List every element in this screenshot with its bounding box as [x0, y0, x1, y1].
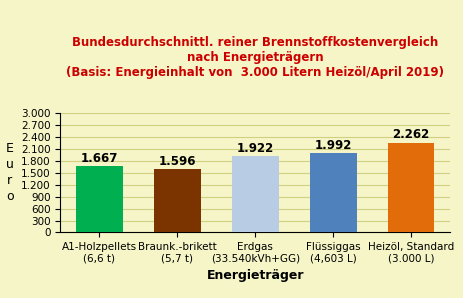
Bar	[309, 153, 356, 232]
X-axis label: Energieträger: Energieträger	[206, 269, 303, 282]
Bar	[387, 142, 433, 232]
Bar	[154, 169, 200, 232]
Text: Bundesdurchschnittl. reiner Brennstoffkostenvergleich
nach Energieträgern
(Basis: Bundesdurchschnittl. reiner Brennstoffko…	[66, 36, 443, 79]
Text: 1.667: 1.667	[81, 152, 118, 165]
Y-axis label: E
u
r
o: E u r o	[6, 142, 14, 203]
Bar	[232, 156, 278, 232]
Text: 1.992: 1.992	[314, 139, 351, 152]
Bar	[76, 166, 122, 232]
Text: 2.262: 2.262	[392, 128, 429, 141]
Text: 1.922: 1.922	[236, 142, 273, 155]
Text: 1.596: 1.596	[158, 155, 195, 168]
